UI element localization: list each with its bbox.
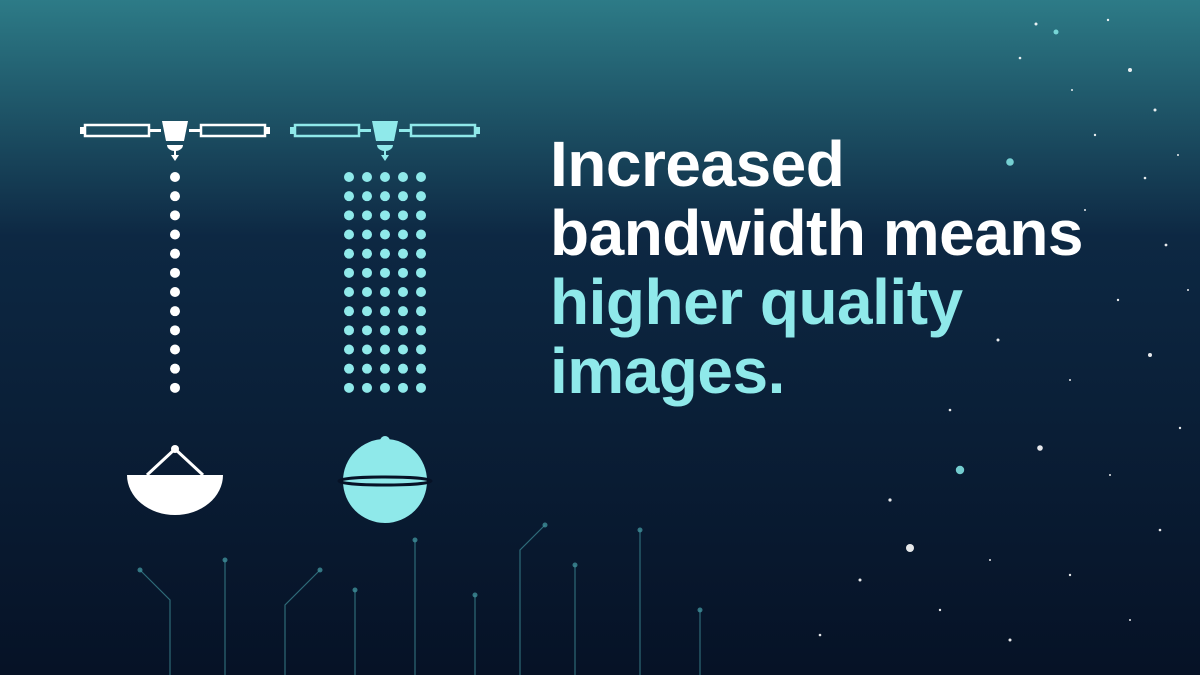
headline-text: Increased bandwidth means higher quality… xyxy=(550,130,1160,406)
headline-segment: Increased bandwidth means xyxy=(550,128,1083,269)
high-bandwidth-satellite xyxy=(290,115,480,545)
headline-segment: higher quality images. xyxy=(550,266,963,407)
satellite-diagram xyxy=(80,115,500,545)
low-bandwidth-satellite xyxy=(80,115,270,545)
